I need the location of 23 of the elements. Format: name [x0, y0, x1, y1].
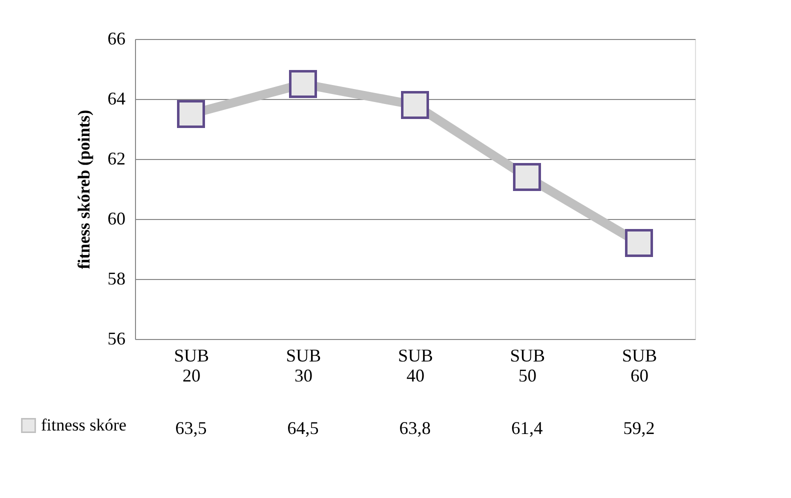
point [177, 100, 205, 128]
data-label: 61,4 [511, 418, 543, 438]
y-tick-label: 64 [108, 88, 126, 108]
x-tick-label: SUB 30 [286, 346, 322, 386]
y-tick-label: 60 [108, 208, 126, 228]
legend-label: fitness skóre [41, 416, 126, 434]
x-tick-label: SUB 60 [622, 346, 658, 386]
y-tick-label: 62 [108, 148, 126, 168]
x-tick-label: SUB 50 [510, 346, 546, 386]
data-label: 63,5 [175, 418, 207, 438]
point [625, 229, 653, 257]
y-tick-label: 66 [108, 28, 126, 48]
y-tick-label: 56 [108, 328, 126, 348]
x-tick-label: SUB 20 [174, 346, 210, 386]
y-tick-label: 58 [108, 268, 126, 288]
data-label: 64,5 [287, 418, 319, 438]
point [289, 70, 317, 98]
y-axis-title: fitness skóreb (points) [74, 110, 94, 270]
point [401, 91, 429, 119]
x-tick-label: SUB 40 [398, 346, 434, 386]
point [513, 163, 541, 191]
data-label: 59,2 [623, 418, 655, 438]
data-label: 63,8 [399, 418, 431, 438]
